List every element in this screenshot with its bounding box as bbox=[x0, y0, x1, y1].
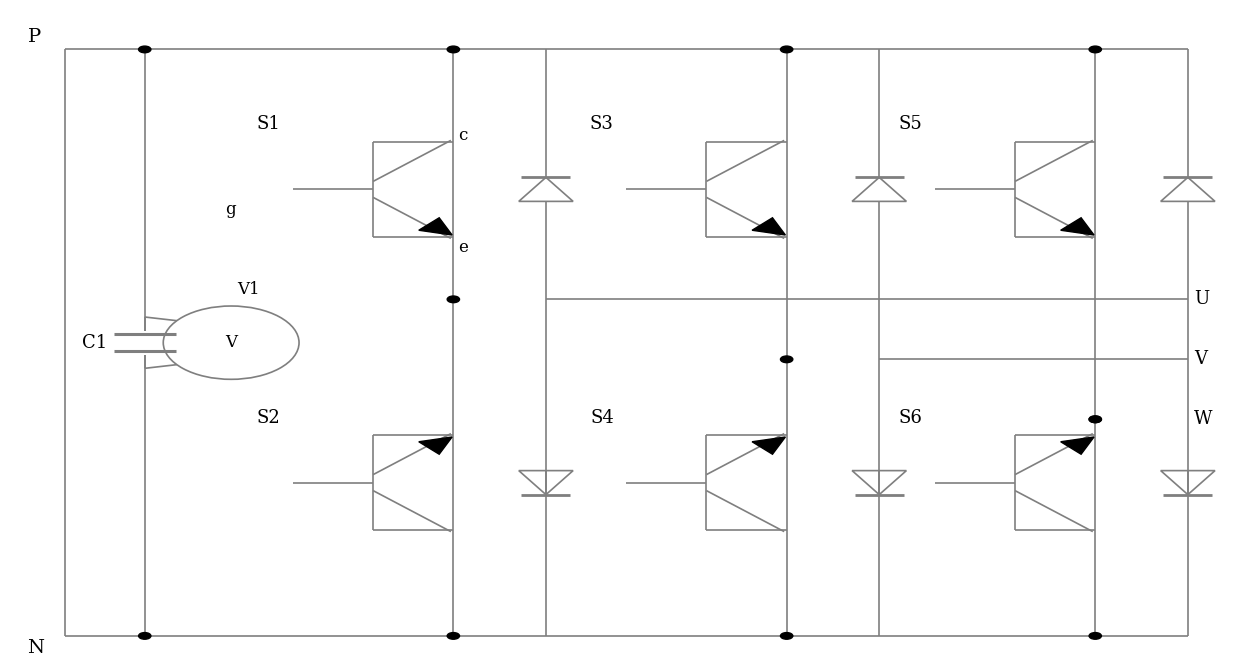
Text: W: W bbox=[1194, 411, 1213, 428]
Polygon shape bbox=[419, 437, 453, 454]
Polygon shape bbox=[753, 437, 785, 454]
Circle shape bbox=[1089, 46, 1101, 53]
Text: N: N bbox=[27, 639, 45, 657]
Text: C1: C1 bbox=[82, 334, 108, 351]
Circle shape bbox=[139, 632, 151, 639]
Text: P: P bbox=[27, 28, 41, 46]
Polygon shape bbox=[1060, 218, 1094, 235]
Circle shape bbox=[780, 46, 792, 53]
Circle shape bbox=[1089, 416, 1101, 423]
Text: V1: V1 bbox=[237, 281, 260, 298]
Polygon shape bbox=[419, 218, 453, 235]
Text: V: V bbox=[1194, 350, 1207, 368]
Text: S6: S6 bbox=[899, 409, 923, 427]
Text: V: V bbox=[226, 334, 237, 351]
Circle shape bbox=[1089, 416, 1101, 423]
Circle shape bbox=[139, 46, 151, 53]
Polygon shape bbox=[1060, 437, 1094, 454]
Polygon shape bbox=[753, 218, 785, 235]
Text: S1: S1 bbox=[257, 116, 280, 134]
Text: S5: S5 bbox=[899, 116, 923, 134]
Circle shape bbox=[1089, 632, 1101, 639]
Text: U: U bbox=[1194, 290, 1209, 308]
Text: g: g bbox=[224, 201, 236, 218]
Circle shape bbox=[448, 46, 460, 53]
Text: e: e bbox=[459, 239, 469, 255]
Text: S4: S4 bbox=[590, 409, 614, 427]
Circle shape bbox=[448, 296, 460, 302]
Text: c: c bbox=[459, 126, 467, 144]
Circle shape bbox=[448, 632, 460, 639]
Circle shape bbox=[780, 632, 792, 639]
Text: S3: S3 bbox=[590, 116, 614, 134]
Circle shape bbox=[780, 356, 792, 363]
Text: S2: S2 bbox=[257, 409, 280, 427]
